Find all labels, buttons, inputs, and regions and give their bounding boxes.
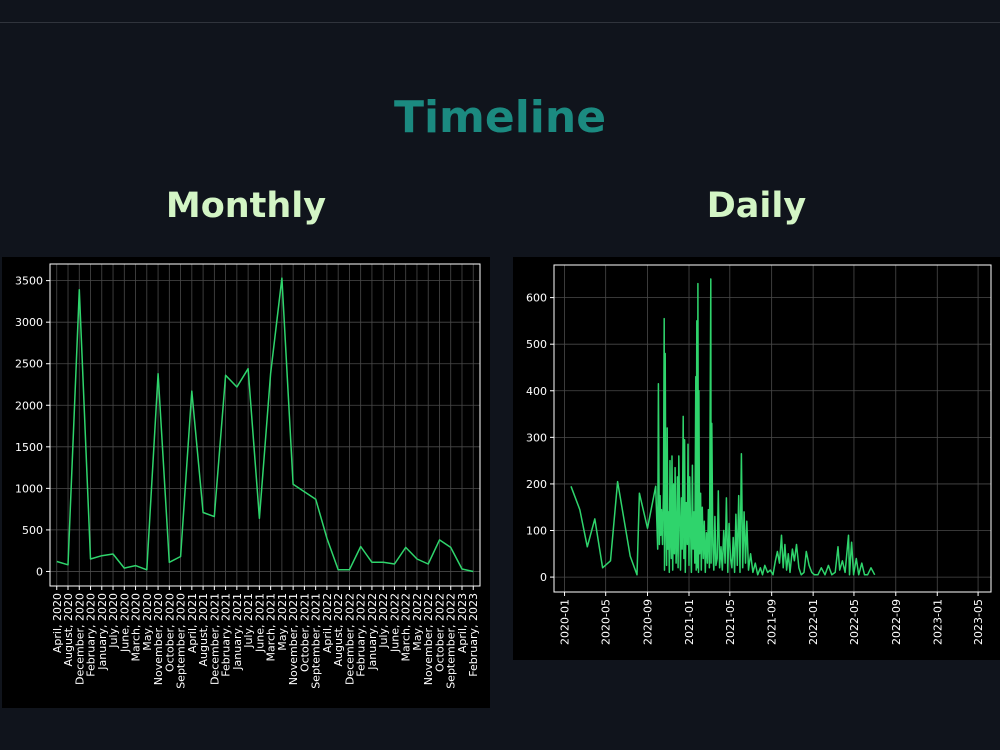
daily-y-tick-label: 200 <box>526 478 547 491</box>
monthly-chart-panel: 0 500 1000 1500 2000 2500 3000 3500 April, 2020 A… <box>2 257 490 708</box>
monthly-x-tick-label: March, 2022 <box>400 593 413 662</box>
monthly-x-tick-label: March, 2020 <box>130 593 143 662</box>
monthly-y-tick-label: 1000 <box>15 482 43 495</box>
daily-x-tick-label: 2023-05 <box>972 599 985 645</box>
daily-y-tick-label: 0 <box>540 571 547 584</box>
daily-x-tick-label: 2021-05 <box>724 599 737 645</box>
monthly-x-tick-label: October, 2021 <box>298 593 311 672</box>
daily-y-tick-label: 600 <box>526 292 547 305</box>
monthly-title: Monthly <box>165 186 327 226</box>
monthly-x-tick-label: January, 2020 <box>96 593 109 671</box>
monthly-x-tick-label: January, 2022 <box>366 593 379 671</box>
daily-series-line <box>570 278 876 576</box>
monthly-x-tick-label: February, 2023 <box>467 593 480 677</box>
daily-y-tick-label: 500 <box>526 338 547 351</box>
monthly-x-tick-label: October, 2020 <box>163 593 176 672</box>
monthly-x-tick-label: February, 2022 <box>355 593 368 677</box>
daily-line-chart: 2020-01 2020-05 2020-09 2021-01 2021-05 2021-… <box>526 264 992 645</box>
monthly-x-tick-label: February, 2021 <box>220 593 233 677</box>
monthly-y-tick-label: 0 <box>36 565 43 578</box>
top-divider <box>0 22 1000 23</box>
monthly-x-tick-label: September, 2020 <box>175 593 188 689</box>
monthly-y-tick-label: 2000 <box>15 399 43 412</box>
monthly-x-tick-label: November, 2022 <box>422 593 435 685</box>
monthly-y-tick-label: 2500 <box>15 358 43 371</box>
monthly-x-tick-label: June, 2020 <box>118 593 131 653</box>
daily-title: Daily <box>706 186 807 226</box>
monthly-x-tick-label: June, 2022 <box>388 593 401 653</box>
daily-x-tick-label: 2022-05 <box>848 599 861 645</box>
monthly-x-tick-label: March, 2021 <box>265 593 278 662</box>
daily-x-tick-label: 2021-09 <box>766 599 779 645</box>
monthly-x-tick-label: November, 2021 <box>287 593 300 685</box>
monthly-x-tick-label: September, 2022 <box>445 593 458 689</box>
monthly-y-tick-label: 1500 <box>15 441 43 454</box>
daily-x-tick-label: 2020-09 <box>642 599 655 645</box>
daily-x-tick-label: 2020-01 <box>559 599 572 645</box>
monthly-x-tick-label: November, 2020 <box>152 593 165 685</box>
monthly-x-tick-label: December, 2020 <box>73 593 86 685</box>
monthly-series-line <box>56 277 474 573</box>
daily-x-tick-label: 2023-01 <box>931 599 944 645</box>
monthly-x-tick-label: May, 2022 <box>411 593 424 651</box>
monthly-plot-frame <box>49 263 481 587</box>
daily-y-tick-label: 300 <box>526 431 547 444</box>
monthly-x-tick-label: August, 2022 <box>332 593 345 666</box>
monthly-x-tick-label: July, 2020 <box>107 593 120 649</box>
daily-x-tick-label: 2021-01 <box>683 599 696 645</box>
daily-plot-frame <box>553 264 992 593</box>
monthly-x-tick-label: April, 2021 <box>186 593 199 653</box>
monthly-x-tick-label: August, 2021 <box>197 593 210 666</box>
monthly-x-tick-label: September, 2021 <box>310 593 323 689</box>
monthly-x-tick-label: April, 2023 <box>456 593 469 653</box>
monthly-x-tick-label: May, 2020 <box>141 593 154 651</box>
monthly-x-tick-label: December, 2021 <box>208 593 221 685</box>
daily-x-tick-label: 2022-01 <box>807 599 820 645</box>
monthly-x-tick-label: December, 2022 <box>343 593 356 685</box>
monthly-x-tick-label: February, 2020 <box>85 593 98 677</box>
monthly-x-tick-label: May, 2021 <box>276 593 289 651</box>
daily-y-tick-label: 400 <box>526 385 547 398</box>
page-title: Timeline <box>393 92 607 143</box>
daily-x-tick-label: 2020-05 <box>600 599 613 645</box>
monthly-x-tick-label: October, 2022 <box>433 593 446 672</box>
daily-chart-panel: 2020-01 2020-05 2020-09 2021-01 2021-05 2021-… <box>513 257 1000 660</box>
monthly-x-tick-label: January, 2021 <box>231 593 244 671</box>
daily-x-tick-label: 2022-09 <box>890 599 903 645</box>
monthly-x-tick-label: June, 2021 <box>253 593 266 653</box>
daily-y-tick-label: 100 <box>526 525 547 538</box>
monthly-y-tick-label: 3500 <box>15 275 43 288</box>
monthly-x-tick-label: July, 2022 <box>377 593 390 649</box>
monthly-x-tick-label: April, 2022 <box>321 593 334 653</box>
monthly-y-tick-label: 3000 <box>15 316 43 329</box>
monthly-x-tick-label: July, 2021 <box>242 593 255 649</box>
monthly-x-tick-label: April, 2020 <box>51 593 64 653</box>
monthly-y-tick-label: 500 <box>22 524 43 537</box>
monthly-x-tick-label: August, 2020 <box>62 593 75 666</box>
